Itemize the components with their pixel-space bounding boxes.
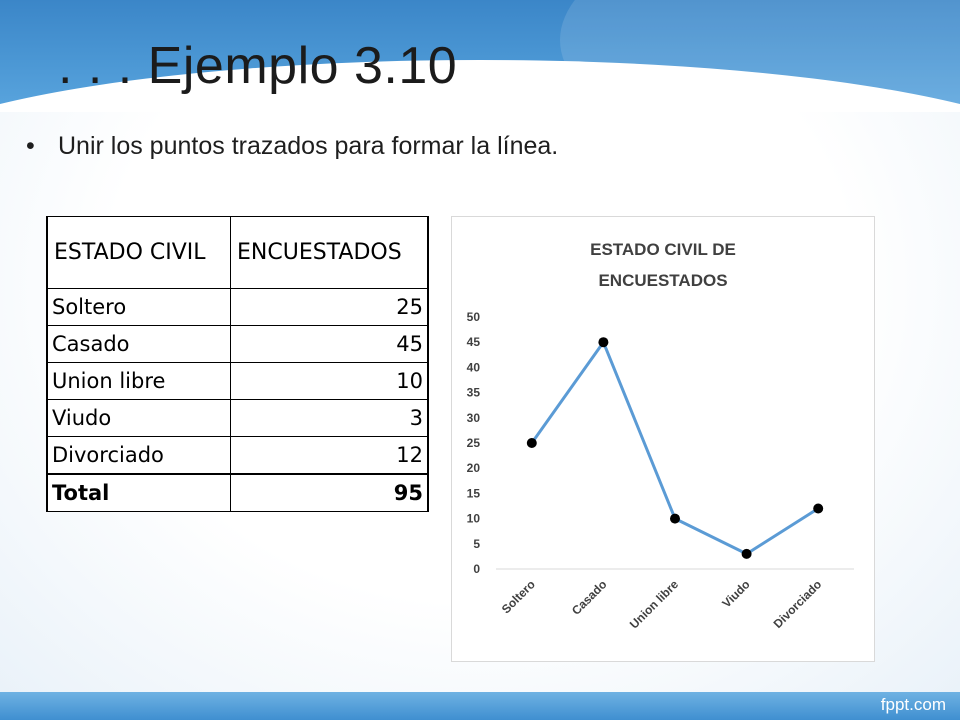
table-cell-label: Soltero bbox=[46, 288, 231, 326]
footer-band bbox=[0, 692, 960, 720]
chart-title-line-1: ESTADO CIVIL DE bbox=[590, 240, 736, 259]
y-tick-label: 30 bbox=[467, 411, 481, 425]
table-cell-label: Viudo bbox=[46, 399, 231, 437]
line-chart: ESTADO CIVIL DE ENCUESTADOS 0 5 10 15 20 25 30 35… bbox=[467, 240, 854, 631]
y-tick-label: 5 bbox=[473, 537, 480, 551]
table-header-estado: ESTADO CIVIL bbox=[46, 216, 231, 289]
slide-title: . . . Ejemplo 3.10 bbox=[58, 37, 458, 95]
footer-brand[interactable]: fppt.com bbox=[880, 695, 946, 714]
bullet-text: Unir los puntos trazados para formar la … bbox=[58, 132, 559, 160]
table-row: Divorciado 12 bbox=[46, 436, 429, 475]
table-cell-label: Casado bbox=[46, 325, 231, 363]
y-tick-label: 50 bbox=[467, 310, 481, 324]
y-tick-label: 25 bbox=[467, 436, 481, 450]
table-cell-value: 45 bbox=[230, 325, 429, 363]
table-total-row: Total 95 bbox=[46, 473, 429, 512]
table-cell-label: Divorciado bbox=[46, 436, 231, 475]
table-row: Viudo 3 bbox=[46, 399, 429, 437]
data-point bbox=[598, 337, 609, 348]
table-cell-value: 10 bbox=[230, 362, 429, 400]
table-row: Casado 45 bbox=[46, 325, 429, 363]
y-tick-label: 20 bbox=[467, 461, 481, 475]
x-tick-label: Casado bbox=[569, 577, 610, 618]
data-point bbox=[526, 438, 537, 448]
table-cell-value: 12 bbox=[230, 436, 429, 475]
chart-title-line-2: ENCUESTADOS bbox=[598, 271, 727, 290]
table-cell-value: 3 bbox=[230, 399, 429, 437]
table-row: Soltero 25 bbox=[46, 288, 429, 326]
data-table: ESTADO CIVIL ENCUESTADOS Soltero 25 Casa… bbox=[46, 216, 429, 512]
table-total-value: 95 bbox=[230, 473, 429, 512]
data-point bbox=[670, 513, 680, 524]
y-tick-label: 10 bbox=[467, 512, 481, 526]
y-tick-label: 35 bbox=[467, 386, 481, 400]
table-cell-label: Union libre bbox=[46, 362, 231, 400]
y-tick-label: 45 bbox=[467, 335, 481, 349]
header-highlight bbox=[560, 0, 960, 112]
bullet-marker: • bbox=[26, 132, 35, 160]
bullet-item: • Unir los puntos trazados para formar la… bbox=[26, 132, 558, 161]
table-total-label: Total bbox=[46, 473, 231, 512]
table-header-encuestados: ENCUESTADOS bbox=[230, 216, 429, 289]
data-point bbox=[741, 548, 752, 559]
y-tick-label: 0 bbox=[473, 562, 480, 576]
data-point bbox=[813, 503, 824, 514]
table-cell-value: 25 bbox=[230, 288, 429, 326]
header-band bbox=[0, 0, 960, 112]
y-tick-label: 40 bbox=[467, 360, 481, 374]
x-tick-label: Divorciado bbox=[771, 577, 825, 631]
x-tick-label: Soltero bbox=[499, 577, 538, 616]
y-tick-label: 15 bbox=[467, 486, 481, 500]
table-header-row: ESTADO CIVIL ENCUESTADOS bbox=[46, 216, 429, 289]
table-row: Union libre 10 bbox=[46, 362, 429, 400]
x-tick-label: Viudo bbox=[719, 577, 752, 610]
chart-container: ESTADO CIVIL DE ENCUESTADOS 0 5 10 15 20 25 30 35… bbox=[451, 216, 875, 662]
x-tick-label: Union libre bbox=[627, 577, 681, 631]
